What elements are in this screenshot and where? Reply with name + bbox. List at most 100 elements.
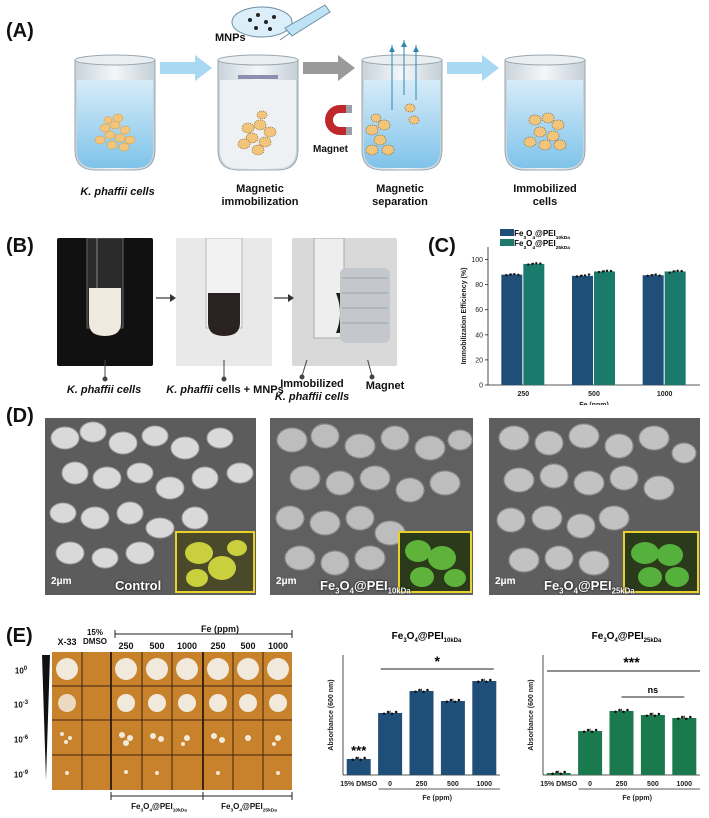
e-data-point	[653, 714, 657, 718]
c-data-point	[531, 262, 534, 266]
e-data-point	[390, 712, 394, 716]
c-data-point	[587, 273, 591, 276]
inset-control	[175, 531, 255, 593]
spot-conc-label: 1000	[176, 641, 198, 651]
e-data-point	[559, 772, 562, 776]
c-data-point	[505, 274, 508, 277]
magnet-icon	[325, 105, 352, 135]
spot-bottom-10kda: Fe3O4@PEI10kDa	[131, 802, 187, 814]
panel-a-schematic	[74, 4, 586, 171]
photo-cells	[57, 238, 153, 366]
photo-caption-3: Immobilized K. phaffii cells	[274, 378, 350, 403]
x33-label: X-33	[57, 637, 77, 647]
c-bar	[523, 263, 545, 385]
e-y-axis-title: Absorbance (600 nm)	[328, 679, 335, 750]
e1-sig-star: *	[434, 653, 440, 669]
spot-conc-label: 250	[210, 641, 226, 651]
e-data-point	[449, 698, 453, 702]
e-xtick-label: 1000	[677, 781, 693, 788]
e-data-point	[426, 688, 429, 692]
e-data-point	[681, 715, 684, 719]
e-data-point	[689, 715, 692, 719]
e-data-point	[586, 728, 590, 732]
e-data-point	[582, 730, 586, 734]
e-bar	[472, 681, 497, 775]
e-data-point	[657, 712, 661, 716]
fe-ppm-label: Fe (ppm)	[201, 624, 239, 634]
e-xtick-label: 15% DMSO	[540, 781, 578, 788]
e2-sig-top: ***	[623, 654, 640, 670]
c-ytick-label: 100	[471, 257, 483, 264]
tube-3	[361, 40, 443, 171]
e-xtick-label: 0	[588, 781, 592, 788]
sem-caption-25kda: Fe3O4@PEI25kDa	[544, 578, 635, 595]
c-legend-label: Fe3O4@PEI10kDa	[514, 229, 570, 241]
c-bar	[642, 275, 664, 385]
e-data-point	[590, 730, 594, 734]
chart-e1: Fe3O4@PEI10kDa Absorbance (600 nm) 15% DMS…	[328, 631, 500, 802]
chart-e2: Fe3O4@PEI25kDa Absorbance (600 nm) 15% DMS…	[528, 631, 700, 802]
c-xtick-label: 1000	[657, 391, 673, 398]
panel-label-d: (D)	[6, 405, 34, 427]
photo-caption-2: K. phaffii cells + MNPs	[166, 384, 284, 396]
c-legend-swatch	[500, 239, 514, 246]
c-data-point	[509, 273, 512, 276]
e-data-point	[618, 708, 621, 712]
c-data-point	[597, 270, 601, 274]
c-data-point	[658, 274, 661, 277]
c-bar	[594, 271, 615, 385]
c-xtick-label: 250	[517, 391, 529, 398]
c-y-axis-title: Immobilization Efficiency (%)	[461, 268, 468, 365]
e-data-point	[551, 772, 554, 776]
inset-25kda	[623, 531, 699, 593]
c-data-point	[609, 269, 613, 273]
scale-bar-2: 2μm	[276, 576, 297, 587]
c-data-point	[654, 273, 657, 276]
spot-conc-label: 250	[118, 641, 134, 651]
spot-plate	[42, 630, 293, 800]
c-ytick-label: 60	[475, 307, 483, 314]
e-data-point	[457, 698, 461, 702]
c-data-point	[601, 270, 605, 273]
e-data-point	[386, 710, 390, 714]
e-data-point	[685, 717, 688, 721]
c-data-point	[579, 274, 583, 278]
photo-cells-mnps	[176, 238, 272, 366]
c-data-point	[668, 271, 671, 274]
e-xtick-label: 0	[388, 781, 392, 788]
e-data-point	[622, 710, 625, 714]
sem-caption-control: Control	[115, 578, 162, 593]
e-data-point	[414, 690, 417, 694]
inset-10kda	[398, 531, 472, 593]
dmso-label: 15% DMSO	[83, 628, 107, 646]
c-data-point	[676, 269, 679, 273]
c-data-point	[575, 275, 579, 278]
e-data-point	[355, 756, 358, 760]
e-data-point	[555, 770, 558, 774]
e-bar	[409, 691, 434, 775]
sem-caption-10kda: Fe3O4@PEI10kDa	[320, 578, 411, 595]
c-bar	[501, 274, 523, 385]
e-data-point	[418, 688, 421, 692]
panel-b-arrows	[156, 294, 294, 302]
e-data-point	[563, 770, 566, 774]
c-data-point	[583, 274, 587, 277]
spot-bottom-25kda: Fe3O4@PEI25kDa	[221, 802, 277, 814]
e-xtick-label: 1000	[477, 781, 493, 788]
e-xtick-label: 15% DMSO	[340, 781, 378, 788]
c-data-point	[527, 263, 530, 266]
spot-assay: X-33 15% DMSO Fe (ppm) 250 500 1000 250 500 10…	[0, 620, 310, 814]
panel-label-a: (A)	[6, 20, 34, 42]
c-data-point	[646, 274, 649, 278]
sem-10kda: 2μm Fe3O4@PEI10kDa	[270, 418, 473, 595]
c-xtick-label: 500	[588, 391, 600, 398]
step3-label: Magnetic separation	[372, 183, 428, 208]
spot-dilution-label: 100	[14, 666, 28, 676]
e-data-point	[677, 717, 680, 721]
e-bar	[609, 711, 634, 775]
e-bar	[672, 718, 697, 775]
e-bar	[346, 759, 371, 775]
spot-conc-label: 500	[240, 641, 256, 651]
e-data-point	[359, 758, 362, 762]
photo-immobilized	[292, 238, 397, 366]
